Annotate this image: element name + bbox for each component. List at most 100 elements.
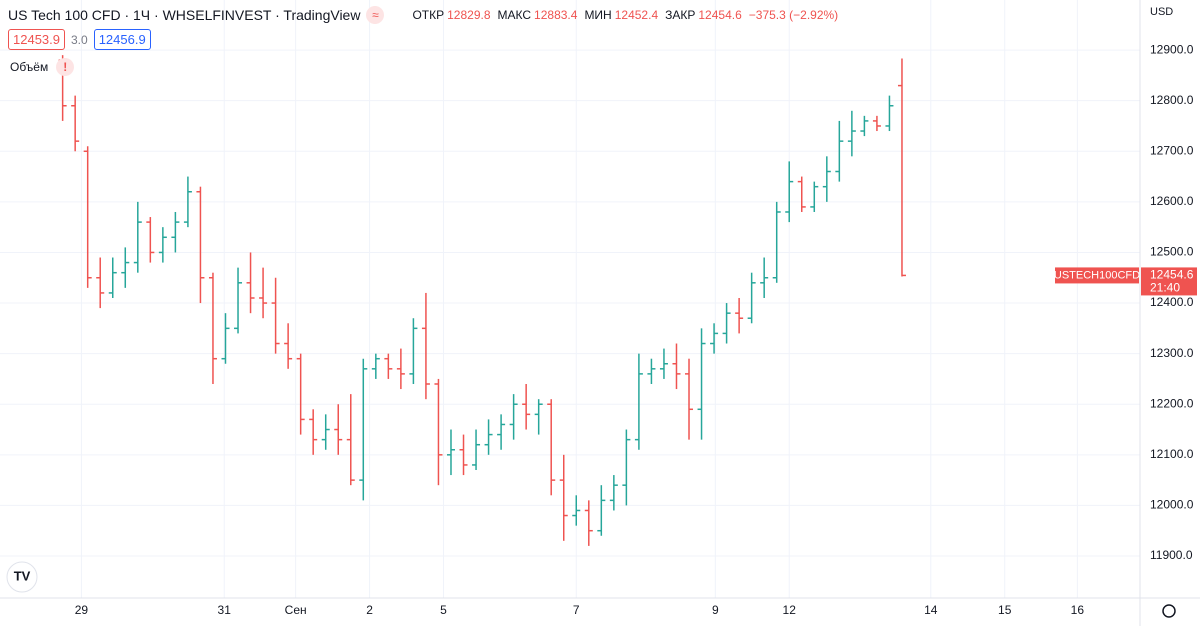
ohlc-bar xyxy=(797,176,806,212)
x-tick-label: 29 xyxy=(75,603,89,617)
price-tag-price: 12454.6 xyxy=(1150,268,1194,282)
ohlc-bar xyxy=(296,353,305,435)
ohlc-bar xyxy=(158,227,167,263)
low-label: МИН xyxy=(584,8,612,22)
ohlc-bar xyxy=(747,272,756,324)
quote: 12453.9 3.0 12456.9 xyxy=(8,29,151,50)
y-tick-label: 12700.0 xyxy=(1150,143,1194,157)
ohlc-bar xyxy=(234,267,243,334)
y-tick-label: 12400.0 xyxy=(1150,295,1194,309)
ohlc-bar xyxy=(133,201,142,273)
open-value: 12829.8 xyxy=(447,8,491,22)
y-tick-label: 12800.0 xyxy=(1150,93,1194,107)
ohlc-bar xyxy=(83,146,92,288)
wave-icon[interactable]: ≈ xyxy=(366,6,385,24)
ohlc-bar xyxy=(622,429,631,506)
ohlc-bar xyxy=(384,353,393,379)
warning-icon[interactable]: ! xyxy=(56,58,75,76)
ohlc-bar xyxy=(597,485,606,536)
ohlc-bar xyxy=(672,343,681,390)
ohlc-bar xyxy=(509,394,518,440)
ohlc-bar xyxy=(810,181,819,212)
high-value: 12883.4 xyxy=(534,8,578,22)
volume-legend: Объём ! xyxy=(10,58,75,76)
symbol-title[interactable]: US Tech 100 CFD · 1Ч · WHSELFINVEST · Tr… xyxy=(8,7,361,23)
ohlc-bar xyxy=(897,58,906,277)
ohlc-bar xyxy=(860,115,869,137)
ohlc-bar xyxy=(446,429,455,476)
y-tick-label: 12300.0 xyxy=(1150,346,1194,360)
ohlc-bar xyxy=(659,348,668,379)
low-value: 12452.4 xyxy=(614,8,659,22)
ohlc-bar xyxy=(534,399,543,435)
ohlc-bar xyxy=(785,161,794,223)
close-label: ЗАКР xyxy=(665,8,696,22)
ohlc-bar xyxy=(259,267,268,319)
symbol-tag-text: USTECH100CFD xyxy=(1054,269,1140,281)
ohlc-bar xyxy=(309,409,318,455)
ohlc-bar xyxy=(146,217,155,263)
ohlc-bar xyxy=(559,454,568,541)
ohlc-bar xyxy=(647,358,656,384)
ohlc-bar xyxy=(822,156,831,202)
open-label: ОТКР xyxy=(412,8,445,22)
change-value: −375.3 (−2.92%) xyxy=(748,8,839,22)
ohlc-bar xyxy=(284,323,293,369)
ohlc-bar xyxy=(371,353,380,379)
ohlc-bar xyxy=(246,252,255,314)
ohlc-bar xyxy=(434,378,443,486)
ohlc-bar xyxy=(772,201,781,283)
ohlc-bar xyxy=(459,434,468,476)
ask-button[interactable]: 12456.9 xyxy=(93,29,151,50)
ohlc-bar xyxy=(421,292,430,400)
x-tick-label: 12 xyxy=(783,603,797,617)
x-tick-label: 2 xyxy=(366,603,373,617)
x-tick-label: 31 xyxy=(218,603,232,617)
ohlc-bar xyxy=(547,399,556,496)
ohlc-bar xyxy=(710,323,719,354)
ohlc-bar xyxy=(847,110,856,157)
ohlc-bar xyxy=(634,353,643,450)
ohlc-bar xyxy=(221,313,230,364)
x-tick-label: 5 xyxy=(440,603,447,617)
ohlc-bar xyxy=(409,318,418,384)
ohlc-bar xyxy=(609,475,618,511)
ohlc-bar xyxy=(835,120,844,182)
ohlc-bar xyxy=(346,394,355,486)
ohlc-bar xyxy=(572,495,581,526)
ohlc-bar xyxy=(885,95,894,132)
volume-label[interactable]: Объём xyxy=(10,60,49,74)
symbol-tag xyxy=(1055,267,1139,284)
ohlc-bar xyxy=(584,500,593,546)
ohlc-legend: ОТКР 12829.8 МАКС 12883.4 МИН 12452.4 ЗАКР 1… xyxy=(412,8,842,22)
ohlc-bar xyxy=(396,348,405,390)
price-tag-countdown: 21:40 xyxy=(1150,281,1180,295)
y-tick-label: 12100.0 xyxy=(1150,447,1194,461)
x-tick-label: 7 xyxy=(573,603,580,617)
tv-logo[interactable]: TV xyxy=(6,561,38,593)
ohlc-bar xyxy=(171,211,180,253)
ohlc-bar xyxy=(522,383,531,430)
settings-icon[interactable] xyxy=(1162,604,1176,618)
logo-text: TV xyxy=(14,568,31,583)
ohlc-bar xyxy=(735,297,744,334)
y-tick-label: 12900.0 xyxy=(1150,42,1194,56)
ohlc-bar xyxy=(208,272,217,384)
bid-button[interactable]: 12453.9 xyxy=(8,29,65,50)
ohlc-bar xyxy=(685,358,694,440)
y-tick-label: 12200.0 xyxy=(1150,396,1194,410)
ohlc-bar xyxy=(321,414,330,450)
spread: 3.0 xyxy=(71,32,88,47)
y-tick-label: 12500.0 xyxy=(1150,245,1194,259)
x-tick-label: Сен xyxy=(285,603,307,617)
currency[interactable]: USD xyxy=(1150,6,1174,18)
x-tick-label: 16 xyxy=(1071,603,1085,617)
ohlc-bar xyxy=(196,186,205,304)
x-tick-label: 15 xyxy=(998,603,1012,617)
logo-circle xyxy=(6,561,38,593)
ohlc-bar xyxy=(497,414,506,450)
price-tag xyxy=(1141,267,1197,296)
ohlc-bar xyxy=(121,247,130,288)
